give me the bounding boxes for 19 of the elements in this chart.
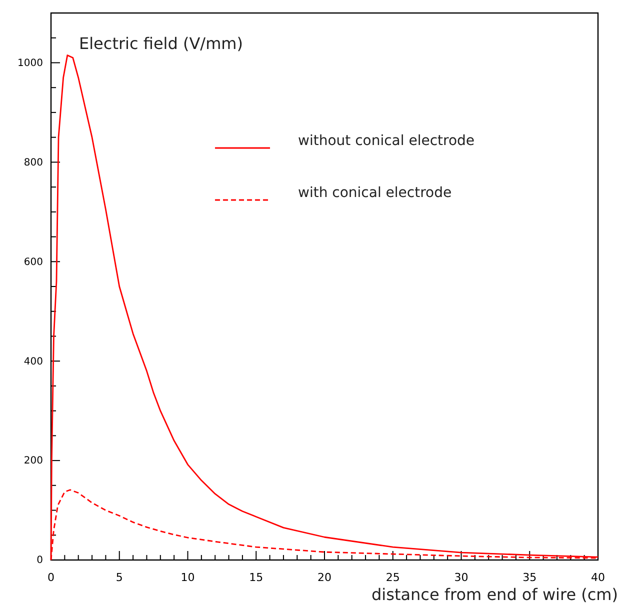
x-tick-label: 15 xyxy=(249,571,264,584)
y-tick-label: 200 xyxy=(24,456,43,467)
x-tick-label: 40 xyxy=(591,571,605,584)
y-tick-label: 0 xyxy=(36,555,43,566)
x-tick-label: 5 xyxy=(116,571,123,584)
y-tick-label: 1000 xyxy=(18,58,43,69)
x-tick-label: 25 xyxy=(386,571,400,584)
x-tick-label: 10 xyxy=(180,571,195,584)
legend-label: without conical electrode xyxy=(298,133,475,149)
y-tick-label: 800 xyxy=(24,157,43,168)
x-tick-label: 30 xyxy=(454,571,468,584)
legend-label: with conical electrode xyxy=(298,185,452,201)
y-tick-label: 400 xyxy=(24,356,43,368)
x-tick-label: 0 xyxy=(48,571,54,584)
y-tick-label: 600 xyxy=(24,256,43,268)
x-tick-label: 20 xyxy=(318,571,332,584)
x-tick-label: 35 xyxy=(522,571,537,584)
x-axis-title: distance from end of wire (cm) xyxy=(372,585,618,604)
y-axis-title: Electric field (V/mm) xyxy=(79,34,243,53)
